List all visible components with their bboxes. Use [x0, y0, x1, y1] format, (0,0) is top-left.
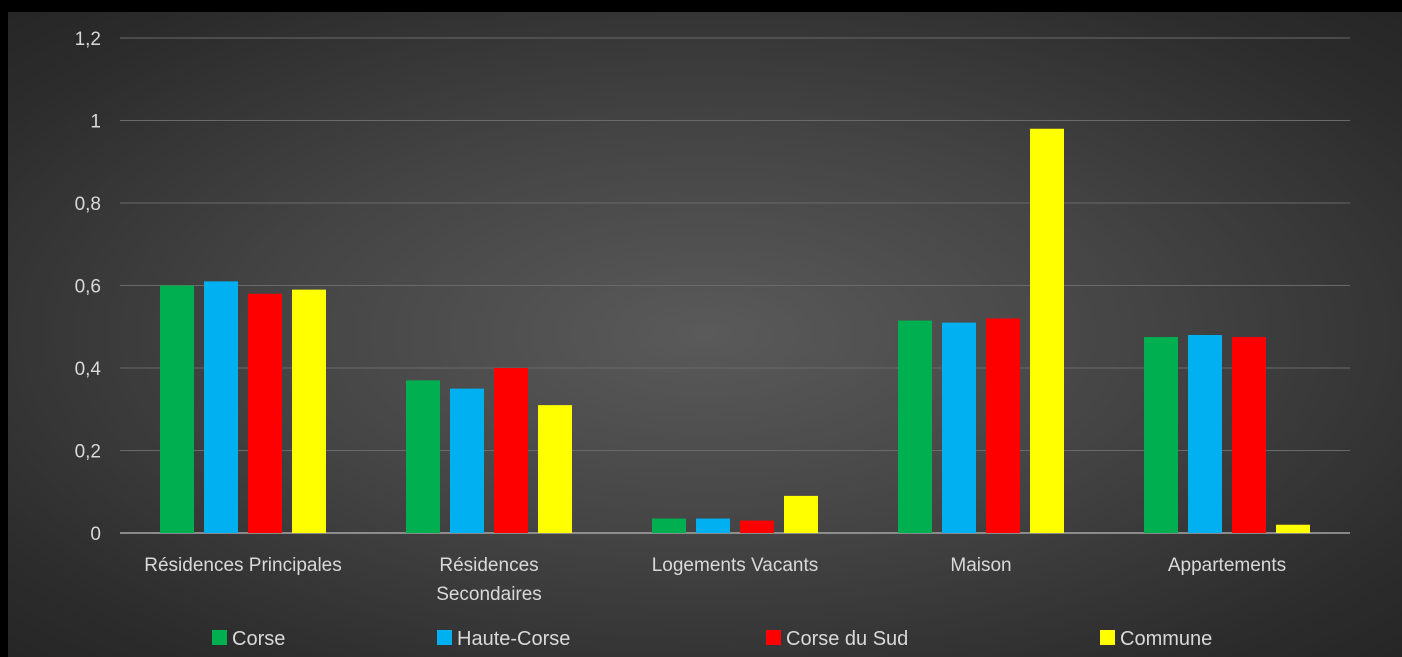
y-tick-label: 0,2 [75, 442, 101, 463]
y-tick-label: 1 [90, 112, 101, 133]
bar-corse [406, 380, 440, 533]
bar-corse [652, 518, 686, 533]
legend-label: Haute-Corse [457, 628, 570, 650]
y-tick-label: 0,4 [75, 359, 102, 380]
bar-corse-du-sud [740, 520, 774, 533]
y-tick-label: 0,8 [75, 194, 101, 215]
legend-label: Corse [232, 628, 285, 650]
bar-haute-corse [1188, 335, 1222, 533]
x-tick-label: Résidences Principales [144, 555, 342, 576]
bar-commune [1276, 524, 1310, 533]
bar-commune [538, 405, 572, 533]
bar-corse-du-sud [1232, 337, 1266, 533]
bar-commune [1030, 128, 1064, 533]
bar-corse-du-sud [986, 318, 1020, 533]
bar-haute-corse [204, 281, 238, 533]
legend-label: Commune [1120, 628, 1212, 650]
bar-commune [784, 495, 818, 533]
legend-label: Corse du Sud [786, 628, 908, 650]
x-tick-label: Maison [950, 555, 1011, 576]
x-tick-label: Appartements [1168, 555, 1286, 576]
chart-area [8, 12, 1402, 657]
legend-swatch [766, 630, 781, 645]
bar-corse-du-sud [248, 293, 282, 533]
y-tick-label: 0,6 [75, 277, 101, 298]
bar-corse-du-sud [494, 368, 528, 533]
legend-swatch [437, 630, 452, 645]
bar-corse [160, 285, 194, 533]
bar-corse [1144, 337, 1178, 533]
bar-haute-corse [450, 388, 484, 533]
y-tick-label: 0 [90, 524, 101, 545]
x-tick-label: Logements Vacants [652, 555, 819, 576]
x-tick-label: Résidences Secondaires [436, 555, 542, 605]
bar-haute-corse [942, 322, 976, 533]
legend-swatch [212, 630, 227, 645]
y-tick-label: 1,2 [75, 29, 101, 50]
bar-corse [898, 320, 932, 533]
bar-commune [292, 289, 326, 533]
legend-swatch [1100, 630, 1115, 645]
bar-haute-corse [696, 518, 730, 533]
